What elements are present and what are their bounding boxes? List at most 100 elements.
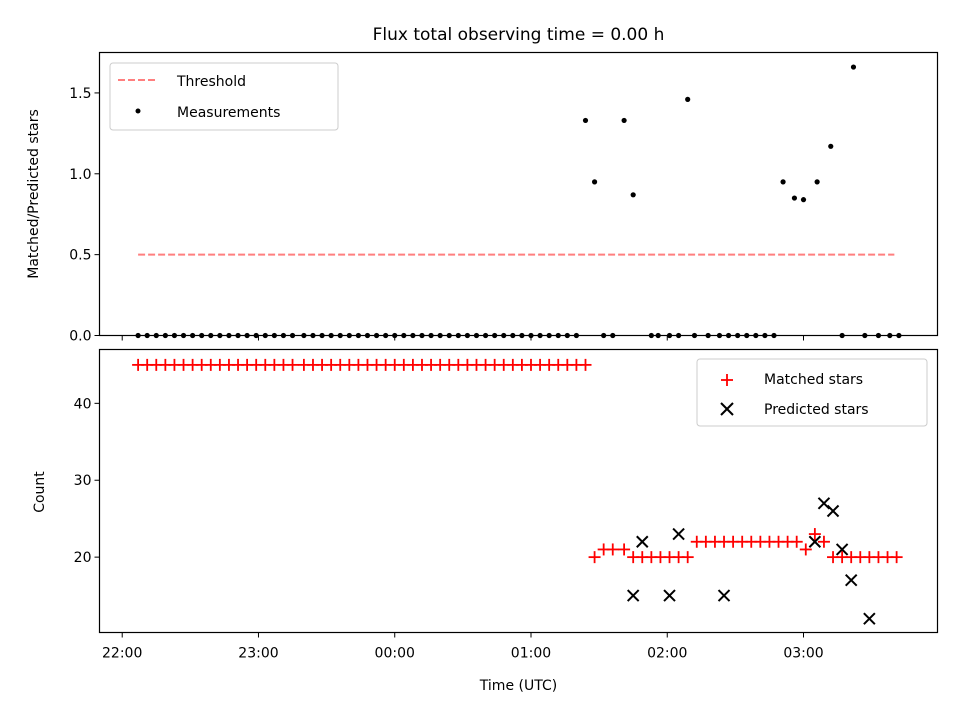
measurement-point — [262, 332, 268, 339]
top-axes-frame — [98, 51, 939, 337]
top-panel: Matched/Predicted stars 0.0 0.5 1.0 1.5 Thr… — [26, 51, 939, 345]
measurement-point — [648, 332, 654, 339]
bottom-axes-frame — [98, 348, 939, 634]
legend-matched-swatch — [721, 374, 733, 386]
bottom-y-tick-label: 20 — [74, 550, 92, 566]
predicted-marker-b — [663, 589, 676, 602]
matched-star-point — [579, 358, 592, 371]
matched-star-point — [681, 551, 694, 564]
predicted-star-point — [663, 589, 676, 602]
bottom-panel: Count Time (UTC) 20 30 40 22:00 23:00 00:00 0… — [32, 335, 939, 694]
x-axis-label: Time (UTC) — [479, 678, 557, 694]
x-tick-label: 02:00 — [647, 646, 687, 662]
legend-threshold-label: Threshold — [176, 74, 246, 90]
x-tick-label: 22:00 — [102, 646, 142, 662]
legend-predicted-swatch — [720, 402, 734, 416]
measurement-point — [828, 143, 834, 149]
measurement-point — [705, 332, 711, 339]
predicted-star-point — [835, 543, 849, 556]
measurement-point — [601, 332, 607, 339]
measurement-point — [753, 332, 759, 339]
measurement-point — [621, 117, 627, 124]
measurement-point — [171, 332, 178, 339]
predicted-star-point — [863, 612, 876, 625]
measurement-point — [473, 332, 480, 339]
matched-star-point — [799, 543, 812, 556]
measurement-point — [437, 332, 443, 339]
measurement-point — [573, 332, 580, 339]
legend-measurements-swatch — [135, 108, 141, 114]
x-tick-label: 01:00 — [511, 646, 551, 662]
measurement-point — [546, 332, 552, 339]
measurement-point — [180, 332, 187, 339]
measurement-point — [666, 332, 673, 339]
measurement-point — [271, 332, 277, 339]
x-tick-label: 03:00 — [783, 646, 823, 662]
top-y-tick-label: 0.0 — [69, 329, 91, 345]
measurement-point — [153, 332, 159, 339]
predicted-marker-b — [717, 589, 731, 602]
measurement-point — [896, 332, 902, 339]
legend-measurements-label: Measurements — [177, 105, 280, 121]
measurement-point — [780, 179, 786, 185]
measurement-point — [355, 332, 361, 339]
predicted-marker-b — [808, 535, 822, 548]
measurement-point — [244, 332, 250, 339]
x-tick-label: 23:00 — [238, 646, 278, 662]
matched-star-point — [588, 551, 601, 564]
measurement-point — [716, 332, 723, 339]
measurement-point — [564, 332, 570, 339]
measurement-point — [610, 332, 616, 339]
predicted-marker-b — [844, 573, 858, 587]
measurement-point — [319, 332, 325, 339]
measurement-point — [199, 332, 205, 339]
top-y-tick-label: 0.5 — [69, 248, 91, 264]
measurement-point — [762, 332, 768, 339]
measurement-point — [235, 332, 241, 339]
predicted-star-point — [636, 535, 649, 548]
measurement-point — [401, 332, 407, 339]
matched-star-point — [817, 535, 830, 548]
measurement-point — [676, 332, 682, 339]
measurement-point — [383, 332, 389, 339]
measurement-point — [685, 96, 691, 102]
measurement-point — [501, 332, 507, 339]
measurement-point — [190, 332, 196, 339]
top-y-tick-label: 1.0 — [69, 167, 91, 183]
measurement-point — [455, 332, 461, 339]
matched-star-point — [286, 358, 299, 371]
legend-predicted-label: Predicted stars — [764, 402, 869, 418]
matched-star-point — [808, 528, 821, 541]
legend-matched-label: Matched stars — [764, 372, 863, 388]
measurement-point — [655, 332, 661, 339]
predicted-marker-b — [636, 535, 649, 548]
measurement-point — [492, 332, 498, 339]
x-tick-label: 00:00 — [375, 646, 415, 662]
measurement-point — [862, 332, 868, 339]
measurement-point — [253, 332, 259, 339]
top-y-axis-label: Matched/Predicted stars — [26, 109, 42, 279]
bottom-y-tick-label: 30 — [74, 473, 92, 489]
measurement-point — [301, 332, 307, 339]
measurement-point — [850, 64, 857, 70]
bottom-y-axis-label: Count — [32, 471, 48, 513]
predicted-star-point — [844, 573, 858, 587]
measurement-point — [446, 332, 452, 339]
measurement-point — [464, 332, 471, 339]
predicted-star-point — [826, 504, 840, 518]
matched-star-point — [790, 535, 803, 548]
measurement-point — [537, 332, 543, 339]
measurement-point — [144, 332, 150, 339]
bottom-y-tick-label: 40 — [74, 396, 92, 412]
measurement-point — [226, 332, 232, 339]
predicted-star-point — [626, 589, 640, 602]
measurement-point — [887, 332, 893, 339]
measurement-point — [691, 332, 698, 339]
bottom-legend: Matched stars Predicted stars — [696, 358, 928, 427]
predicted-marker-b — [835, 543, 849, 556]
predicted-marker-b — [626, 589, 640, 602]
measurement-point — [744, 332, 750, 339]
measurement-point — [582, 117, 589, 124]
predicted-marker-b — [672, 527, 685, 541]
measurement-point — [346, 332, 352, 339]
